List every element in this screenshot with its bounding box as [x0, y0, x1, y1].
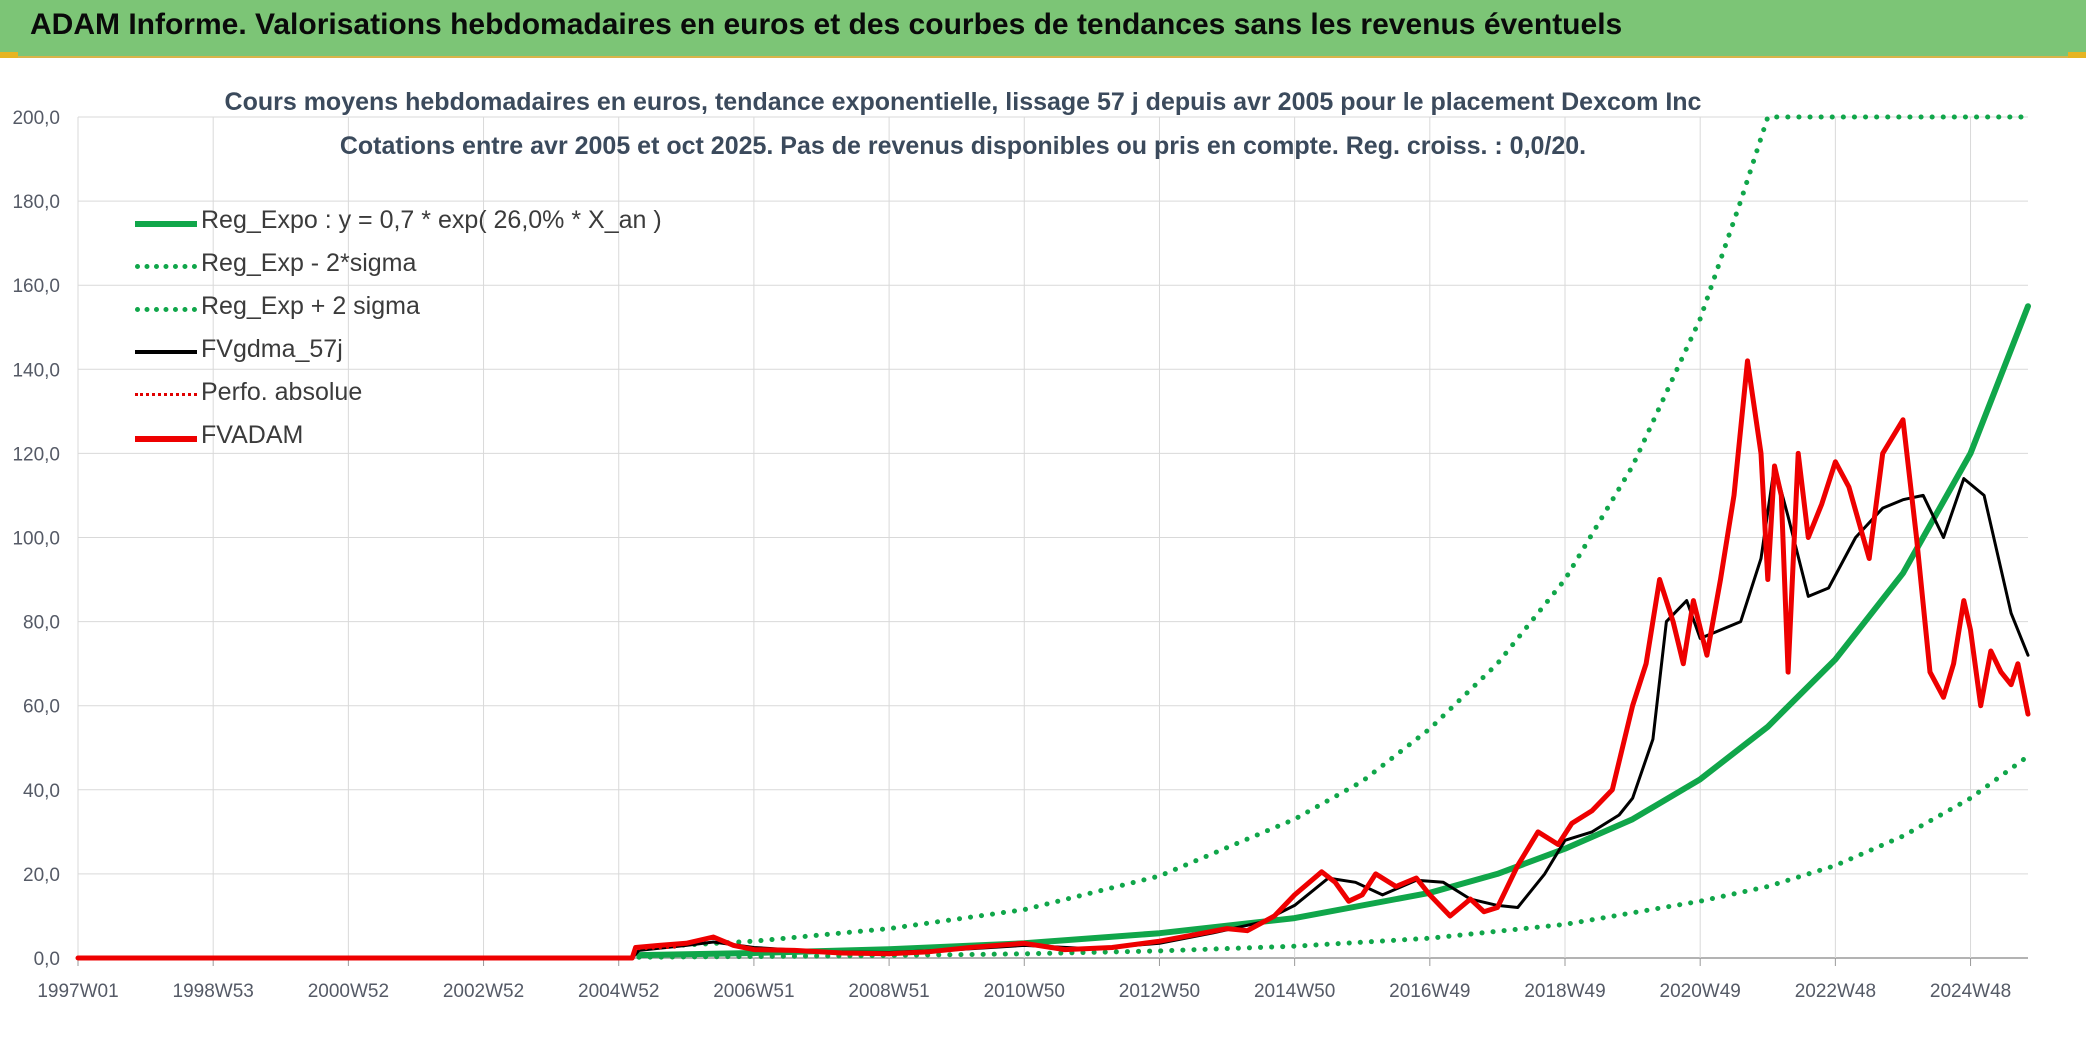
series-line-1 — [636, 753, 2031, 960]
y-tick-label: 60,0 — [23, 697, 60, 718]
x-tick-label: 2006W51 — [713, 981, 794, 1002]
banner-corner-right — [2068, 52, 2086, 58]
series-line-2 — [636, 114, 2031, 950]
y-tick-label: 100,0 — [12, 529, 60, 550]
y-tick-label: 140,0 — [12, 360, 60, 381]
x-tick-label: 2010W50 — [984, 981, 1065, 1002]
x-tick-label: 2014W50 — [1254, 981, 1335, 1002]
report-title: ADAM Informe. Valorisations hebdomadaire… — [30, 8, 1623, 41]
legend-swatch-fvgdma — [135, 350, 197, 354]
legend-swatch-perfo — [135, 393, 197, 396]
legend-swatch-reg-exp-minus — [135, 264, 197, 269]
y-tick-label: 80,0 — [23, 613, 60, 634]
x-tick-label: 1997W01 — [37, 981, 118, 1002]
report-banner: ADAM Informe. Valorisations hebdomadaire… — [0, 0, 2086, 58]
axis-ticks: 0,0 20,0 40,0 60,0 80,0 100,0 120,0 140,0 160,0 1… — [12, 108, 2011, 1002]
legend-swatch-fvadam — [135, 436, 197, 442]
x-tick-label: 2002W52 — [443, 981, 524, 1002]
x-tick-label: 2012W50 — [1119, 981, 1200, 1002]
x-tick-label: 1998W53 — [173, 981, 254, 1002]
y-tick-label: 40,0 — [23, 781, 60, 802]
y-tick-label: 180,0 — [12, 192, 60, 213]
legend-label-reg-exp-minus: Reg_Exp - 2*sigma — [201, 249, 417, 277]
x-tick-label: 2022W48 — [1795, 981, 1876, 1002]
series-line-3 — [76, 464, 2030, 960]
x-tick-label: 2018W49 — [1524, 981, 1605, 1002]
series-line-0 — [636, 303, 2031, 959]
x-tick-label: 2024W48 — [1930, 981, 2011, 1002]
series-layer — [75, 114, 2031, 961]
legend-label-fvgdma: FVgdma_57j — [201, 335, 343, 363]
x-tick-label: 2004W52 — [578, 981, 659, 1002]
legend-label-perfo: Perfo. absolue — [201, 378, 363, 406]
x-tick-label: 2016W49 — [1389, 981, 1470, 1002]
y-tick-label: 160,0 — [12, 276, 60, 297]
y-tick-label: 200,0 — [12, 108, 60, 129]
legend-swatch-reg-exp-plus — [135, 307, 197, 312]
x-tick-label: 2008W51 — [848, 981, 929, 1002]
chart-subtitle: Cotations entre avr 2005 et oct 2025. Pa… — [339, 132, 1587, 160]
legend-label-fvadam: FVADAM — [201, 421, 304, 449]
series-line-5 — [75, 358, 2031, 961]
y-tick-label: 20,0 — [23, 865, 60, 886]
y-tick-label: 120,0 — [12, 444, 60, 465]
chart-title: Cours moyens hebdomadaires en euros, ten… — [224, 88, 1702, 116]
legend-swatch-reg-expo — [135, 221, 197, 227]
grid-lines — [77, 116, 2028, 966]
legend-label-reg-expo: Reg_Expo : y = 0,7 * exp( 26,0% * X_an ) — [201, 206, 662, 234]
legend-label-reg-exp-plus: Reg_Exp + 2 sigma — [201, 292, 420, 320]
banner-corner-left — [0, 52, 18, 58]
x-tick-label: 2020W49 — [1660, 981, 1741, 1002]
y-tick-label: 0,0 — [34, 949, 60, 970]
x-tick-label: 2000W52 — [308, 981, 389, 1002]
